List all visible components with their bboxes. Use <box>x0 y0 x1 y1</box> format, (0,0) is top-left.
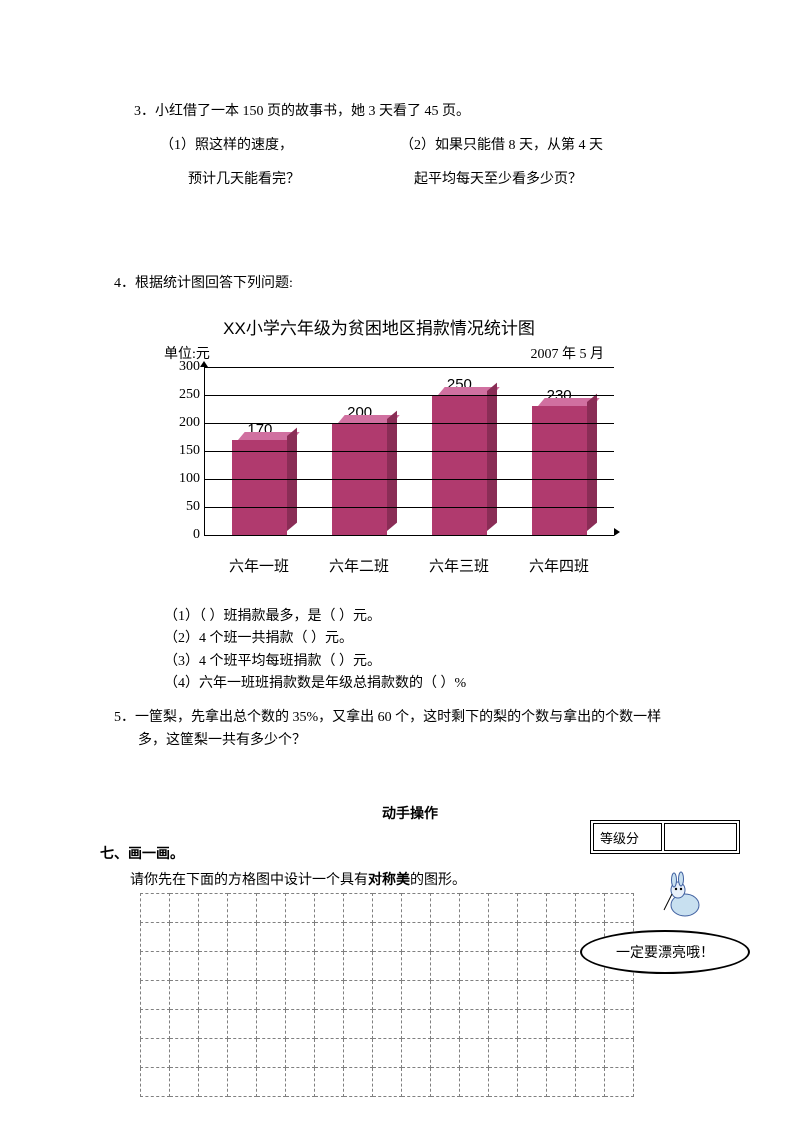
q3-sub1-line1: （1）照这样的速度， <box>160 134 400 154</box>
drawing-grid <box>140 893 634 1097</box>
bar-group: 250 <box>432 376 487 535</box>
question-5: 5．一筐梨，先拿出总个数的 35%，又拿出 60 个，这时剩下的梨的个数与拿出的… <box>114 706 710 754</box>
rabbit-icon <box>660 870 710 920</box>
x-label: 六年一班 <box>219 555 299 576</box>
chart-date: 2007 年 5 月 <box>531 343 605 363</box>
q5-line1: 5．一筐梨，先拿出总个数的 35%，又拿出 60 个，这时剩下的梨的个数与拿出的… <box>114 706 710 730</box>
q3-sub2-line2: 起平均每天至少看多少页？ <box>414 168 603 188</box>
q3-sub1-line2: 预计几天能看完？ <box>188 168 400 188</box>
x-label: 六年二班 <box>319 555 399 576</box>
q4-statement: 4．根据统计图回答下列问题: <box>114 272 710 292</box>
y-tick: 0 <box>193 527 200 543</box>
y-tick: 50 <box>186 499 200 515</box>
bar-group: 230 <box>532 387 587 535</box>
score-label: 等级分 <box>593 823 662 851</box>
speech-bubble: 一定要漂亮哦！ <box>580 930 750 974</box>
q3-sub2: （2）如果只能借 8 天，从第 4 天 起平均每天至少看多少页？ <box>400 134 603 202</box>
chart-plot: 170200250230 <box>204 367 614 536</box>
x-label: 六年四班 <box>519 555 599 576</box>
q4-sub-questions: （1）（ ）班捐款最多，是（ ）元。 （2）4 个班一共捐款（ ）元。 （3）4… <box>164 606 710 696</box>
q4-sub4: （4）六年一班班捐款数是年级总捐款数的（ ）% <box>164 673 710 695</box>
q3-statement: 3．小红借了一本 150 页的故事书，她 3 天看了 45 页。 <box>134 100 710 120</box>
rabbit-callout: 一定要漂亮哦！ <box>580 870 750 974</box>
q5-line2: 多，这筐梨一共有多少个？ <box>138 729 710 753</box>
q4-sub2: （2）4 个班一共捐款（ ）元。 <box>164 628 710 650</box>
chart-x-labels: 六年一班六年二班六年三班六年四班 <box>204 547 614 576</box>
q7-instr-b: 的图形。 <box>410 873 466 888</box>
score-box: 等级分 <box>590 820 740 854</box>
chart-title: XX小学六年级为贫困地区捐款情况统计图 <box>144 314 614 339</box>
donation-chart: XX小学六年级为贫困地区捐款情况统计图 单位:元 2007 年 5 月 0501… <box>164 314 614 576</box>
q7-instr-bold: 对称美 <box>368 873 410 888</box>
y-tick: 100 <box>179 471 200 487</box>
question-4: 4．根据统计图回答下列问题: XX小学六年级为贫困地区捐款情况统计图 单位:元 … <box>114 272 710 696</box>
y-tick: 150 <box>179 443 200 459</box>
q3-sub1: （1）照这样的速度， 预计几天能看完？ <box>160 134 400 202</box>
y-tick: 250 <box>179 387 200 403</box>
q7-instr-a: 请你先在下面的方格图中设计一个具有 <box>130 873 368 888</box>
question-3: 3．小红借了一本 150 页的故事书，她 3 天看了 45 页。 （1）照这样的… <box>110 100 710 202</box>
q4-sub1: （1）（ ）班捐款最多，是（ ）元。 <box>164 606 710 628</box>
y-tick: 200 <box>179 415 200 431</box>
score-value <box>664 823 737 851</box>
y-tick: 300 <box>179 359 200 375</box>
bar-group: 170 <box>232 421 287 535</box>
q3-sub2-line1: （2）如果只能借 8 天，从第 4 天 <box>400 134 603 154</box>
q4-sub3: （3）4 个班平均每班捐款（ ）元。 <box>164 651 710 673</box>
chart-y-axis: 050100150200250300 <box>164 367 204 535</box>
x-label: 六年三班 <box>419 555 499 576</box>
